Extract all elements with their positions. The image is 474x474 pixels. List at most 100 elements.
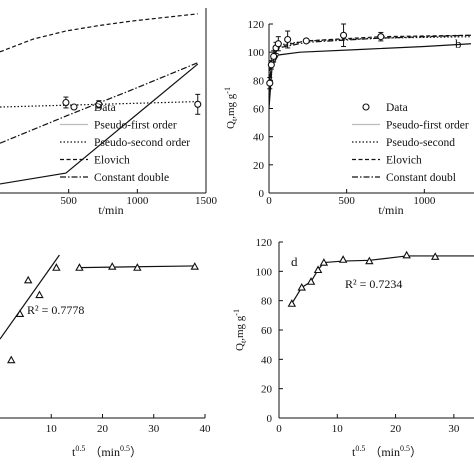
panel-b-elovich-line [268, 34, 471, 98]
panel-a-x-tick-label: 500 [60, 195, 77, 207]
panel-d-data-triangle-point [306, 277, 316, 285]
panel-d-y-axis-label: Qt,mg g-1 [232, 309, 248, 351]
panel-b-ylabel-exp: -1 [223, 87, 232, 94]
panel-b-x-axis-label: t/min [378, 203, 403, 217]
panel-b-legend-marker [362, 103, 370, 111]
panel-d-data-triangle-point [313, 265, 323, 274]
panel-d-y-tick-label: 120 [256, 237, 273, 249]
panel-c-fit-1-line [0, 254, 60, 340]
panel-b-plot-area [266, 23, 471, 109]
panel-b-x-tick-label: 500 [338, 195, 355, 207]
panel-c-x-axis-label: t0.5 （min0.5） [72, 444, 142, 459]
panel-d-x-tick-label: 30 [448, 423, 460, 435]
panel-c-annotation: R² = 0.7778 [27, 303, 84, 317]
panel-a-x-tick-label: 1000 [126, 195, 149, 207]
panel-b-y-tick-label: 0 [259, 188, 265, 200]
panel-c-plot-area [0, 254, 199, 364]
panel-c-xlabel-t: t [72, 445, 76, 459]
panel-c-data-triangle-point [75, 263, 84, 271]
panel-a-plot-area [0, 13, 202, 185]
panel-b-y-tick-label: 40 [253, 132, 265, 144]
panel-b-legend-label: Elovich [386, 155, 422, 167]
panel-c-data-triangle-point [108, 262, 117, 270]
panel-d: 0 10 20 30 0 20 40 60 80 100 120 d R² = 0.7234 Qt,… [232, 237, 474, 459]
panel-d-data-triangle-point [365, 256, 374, 265]
panel-b-tag: b [455, 36, 462, 51]
panel-d-xlabel-exp2: 0.5 [400, 444, 410, 453]
panel-b-data-circle-point [270, 52, 278, 60]
panel-c-x-tick-label: 20 [97, 423, 109, 435]
panel-d-xlabel-exp: 0.5 [355, 444, 365, 453]
panel-a-pseudo-first-order-line [0, 63, 199, 185]
panel-a-legend-label: Pseudo-second order [94, 137, 190, 149]
panel-b-legend-label: Data [386, 102, 408, 114]
panel-b-ylabel-unit: ,mg g [225, 93, 237, 119]
panel-d-y-tick-label: 100 [256, 266, 273, 278]
panel-d-data-triangle-point [297, 283, 306, 291]
panel-b-data-circle-point [302, 37, 310, 45]
panel-a-legend-label: Elovich [94, 155, 130, 167]
panel-a-data-circle-point [194, 100, 202, 108]
panel-d-plot-area [287, 250, 474, 307]
panel-a-legend-marker [70, 103, 78, 111]
panel-b-data-circle-point [284, 35, 292, 44]
panel-b-legend-label: Pseudo-first order [386, 120, 469, 132]
panel-b-data-circle-point [274, 40, 282, 48]
panel-b-y-tick-label: 20 [253, 160, 265, 172]
panel-a-data-circle-point [95, 100, 103, 108]
panel-a: 500 1000 1500 t/min Data Pseudo-first order… [0, 8, 218, 217]
panel-b-legend-label: Pseudo-second [386, 137, 455, 149]
panel-b-data-circle-point [377, 33, 385, 41]
panel-a-legend-label: Constant double [94, 172, 169, 184]
panel-b-x-tick-label: 0 [266, 195, 272, 207]
panel-c-ticks: 10 20 30 40 [46, 414, 211, 435]
panel-a-legend: Data Pseudo-first order Pseudo-second orde… [60, 102, 190, 184]
panel-b-data-circle-point [340, 31, 348, 39]
panel-a-elovich-line [0, 13, 198, 53]
panel-d-y-tick-label: 80 [261, 296, 273, 308]
panel-d-xlabel-t: t [352, 445, 356, 459]
panel-c: 10 20 30 40 R² = 0.7778 t0.5 （min0.5） [0, 254, 211, 459]
panel-b-pseudo-first-order-line [268, 43, 471, 109]
panel-c-data-triangle-point [7, 355, 16, 364]
panel-d-data-triangle-point [402, 250, 411, 259]
panel-b-y-tick-label: 100 [248, 47, 265, 59]
panel-d-xlabel-unit: （min [369, 445, 400, 459]
panel-c-data-triangle-point [133, 263, 142, 271]
panel-d-x-tick-label: 0 [276, 423, 282, 435]
panel-b: 0 500 1000 0 20 40 60 80 100 120 b Qt,mg g-1 t/mi… [223, 19, 474, 217]
panel-b-y-tick-label: 80 [253, 75, 265, 87]
panel-a-x-ticks: 500 1000 1500 [60, 189, 218, 207]
panel-a-x-axis-label: t/min [98, 203, 123, 217]
panel-c-x-tick-label: 30 [148, 423, 160, 435]
panel-b-y-axis-label: Qt,mg g-1 [223, 87, 239, 129]
panel-c-data-triangle-point [23, 275, 33, 284]
panel-d-x-tick-label: 10 [332, 423, 344, 435]
panel-d-ylabel-q: Q [234, 343, 246, 351]
panel-d-ticks: 0 10 20 30 0 20 40 60 80 100 120 [256, 237, 460, 435]
panel-b-legend: Data Pseudo-first order Pseudo-second Elovi… [352, 102, 469, 184]
panel-d-data-triangle-point [430, 252, 440, 260]
panel-d-data-triangle-point [338, 255, 348, 263]
panel-b-pseudo-second-order-line [268, 36, 471, 95]
panel-c-xlabel-exp2: 0.5 [120, 444, 130, 453]
panel-b-data-circle-point [267, 61, 275, 69]
panel-d-data-triangle-point [287, 299, 297, 307]
panel-d-ylabel-exp: -1 [232, 309, 241, 316]
panel-c-x-tick-label: 10 [46, 423, 58, 435]
panel-d-y-tick-label: 20 [261, 384, 273, 396]
panel-d-data-triangle-point [319, 258, 329, 266]
panel-c-x-tick-label: 40 [200, 423, 212, 435]
panel-b-y-tick-label: 60 [253, 104, 265, 116]
panel-c-data-triangle-point [190, 262, 199, 270]
panel-c-data-triangle-point [52, 263, 61, 271]
panel-d-y-tick-label: 40 [261, 354, 273, 366]
panel-c-data-triangle-point [35, 290, 44, 299]
panel-b-x-tick-label: 1000 [413, 195, 436, 207]
panel-b-legend-label: Constant doubl [386, 172, 456, 184]
panel-d-tag: d [291, 254, 298, 269]
panel-c-xlabel-unit: （min [89, 445, 120, 459]
panel-a-legend-label: Data [94, 102, 116, 114]
panel-d-ylabel-t: t [239, 340, 248, 343]
